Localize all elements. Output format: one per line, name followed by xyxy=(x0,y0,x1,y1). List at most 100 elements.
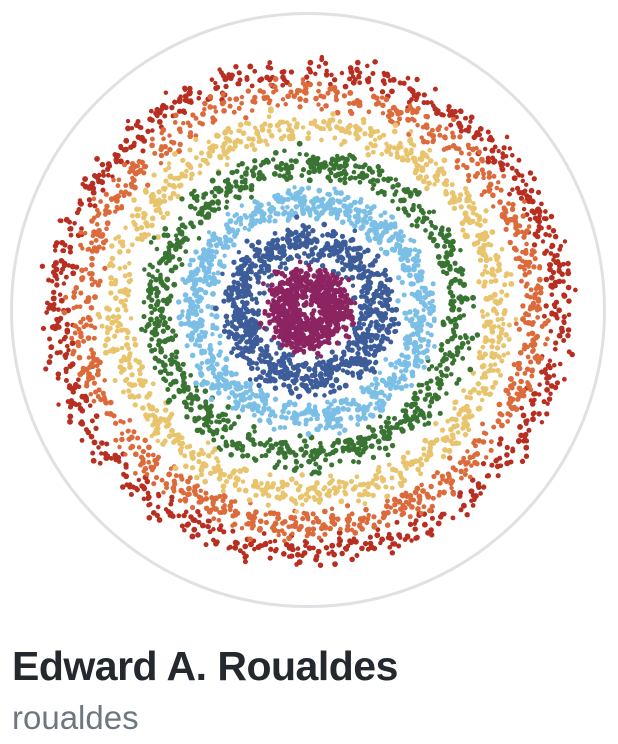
avatar-dot xyxy=(212,374,218,380)
avatar-dot xyxy=(521,206,527,212)
avatar-dot xyxy=(412,521,418,526)
avatar-dot xyxy=(466,151,472,157)
avatar-dot xyxy=(334,109,341,116)
avatar-dot xyxy=(390,185,395,190)
avatar-dot xyxy=(412,526,418,532)
avatar-dot xyxy=(418,389,423,395)
avatar-dot xyxy=(222,508,228,514)
avatar-dot xyxy=(292,419,298,426)
avatar-dot xyxy=(393,306,400,313)
avatar-dot xyxy=(530,416,536,423)
avatar-dot xyxy=(361,208,368,215)
avatar-dot xyxy=(200,111,206,118)
avatar-dot xyxy=(365,484,371,490)
avatar-dot xyxy=(96,445,101,450)
avatar-dot xyxy=(173,233,179,238)
avatar-dot xyxy=(326,551,331,556)
avatar-dot xyxy=(424,354,431,361)
avatar-dot xyxy=(146,444,152,451)
avatar-dot xyxy=(102,342,108,349)
avatar-dot xyxy=(409,291,415,297)
avatar-dot xyxy=(394,519,400,525)
avatar-dot xyxy=(91,196,97,202)
avatar-dot xyxy=(130,484,137,490)
avatar-dot xyxy=(216,352,222,358)
avatar-dot xyxy=(128,445,133,451)
avatar-dot xyxy=(457,493,463,499)
avatar-dot xyxy=(311,486,318,492)
avatar-dot xyxy=(205,161,211,166)
avatar-dot xyxy=(448,371,454,377)
avatar-dot xyxy=(153,276,159,283)
avatar-dot xyxy=(413,312,419,318)
avatar-dot xyxy=(127,361,132,366)
avatar-dot xyxy=(386,429,391,434)
avatar-dot xyxy=(501,173,507,179)
avatar-dot xyxy=(148,286,155,293)
avatar-dot xyxy=(106,163,113,169)
avatar-dot xyxy=(491,324,497,329)
avatar-dot xyxy=(56,307,61,312)
avatar-dot xyxy=(339,550,345,557)
avatar-dot xyxy=(420,219,426,225)
avatar-dot xyxy=(99,323,105,329)
avatar-dot xyxy=(457,134,463,140)
avatar-dot xyxy=(263,512,269,517)
avatar-dot xyxy=(362,540,369,547)
avatar-dot xyxy=(89,180,96,187)
avatar-dot xyxy=(220,483,227,490)
avatar-dot xyxy=(76,384,82,389)
avatar-dot xyxy=(457,196,462,202)
avatar-dot xyxy=(222,151,228,157)
avatar-dot xyxy=(90,185,97,192)
avatar-dot xyxy=(366,109,372,115)
avatar-dot xyxy=(493,458,499,464)
avatar-dot xyxy=(529,373,535,379)
avatar-dot xyxy=(449,432,456,439)
avatar-dot xyxy=(450,490,456,496)
avatar-dot xyxy=(292,185,297,190)
avatar-dot xyxy=(173,112,179,119)
avatar-dot xyxy=(67,225,74,232)
avatar-dot xyxy=(494,185,500,191)
avatar-dot xyxy=(145,321,152,328)
avatar-dot xyxy=(432,182,437,187)
avatar-dot xyxy=(223,427,229,433)
avatar-dot xyxy=(280,82,286,88)
avatar-dot xyxy=(475,381,482,387)
avatar-dot xyxy=(173,349,180,356)
avatar-dot xyxy=(503,387,509,394)
avatar-dot xyxy=(208,243,214,248)
avatar-dot xyxy=(526,320,533,326)
avatar-dot xyxy=(88,323,94,329)
avatar-dot xyxy=(282,538,287,544)
avatar-dot xyxy=(407,103,413,109)
avatar-dot xyxy=(229,350,234,355)
avatar-dot xyxy=(316,102,321,107)
avatar-dot xyxy=(104,410,110,417)
avatar-dot xyxy=(543,231,549,237)
avatar-dot xyxy=(178,216,183,221)
avatar-dot xyxy=(391,496,398,503)
avatar-dot xyxy=(463,467,469,473)
avatar-dot xyxy=(252,546,257,552)
avatar-dot xyxy=(319,137,324,143)
avatar-dot xyxy=(441,235,446,241)
avatar-dot xyxy=(242,543,249,550)
avatar-dot xyxy=(549,243,556,249)
avatar-dot xyxy=(250,136,256,142)
avatar-dot xyxy=(375,164,382,170)
avatar-dot xyxy=(234,168,240,174)
avatar-dot xyxy=(165,336,172,343)
avatar-dot xyxy=(168,381,174,388)
avatar-dot xyxy=(382,210,388,216)
avatar-dot xyxy=(49,279,55,284)
avatar-dot xyxy=(421,452,427,457)
avatar-dot xyxy=(404,466,409,471)
avatar[interactable] xyxy=(10,12,606,608)
avatar-dot xyxy=(197,219,204,226)
avatar-dot xyxy=(456,306,462,313)
avatar-dot xyxy=(423,174,430,180)
avatar-dot xyxy=(444,391,449,396)
avatar-dot xyxy=(119,205,125,211)
